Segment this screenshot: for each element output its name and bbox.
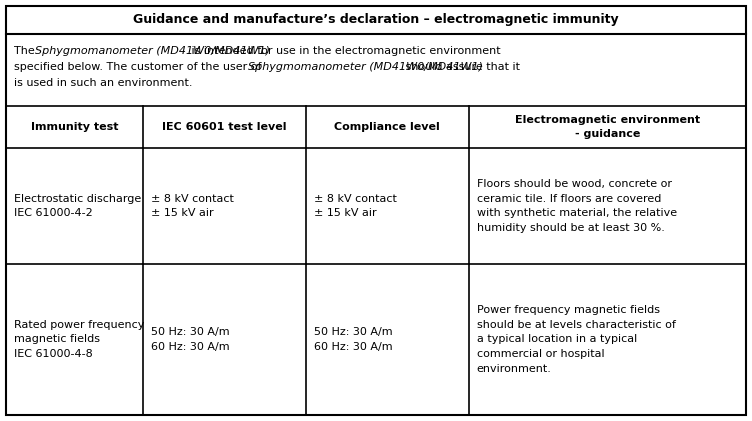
Text: 50 Hz: 30 A/m
60 Hz: 30 A/m: 50 Hz: 30 A/m 60 Hz: 30 A/m: [314, 327, 393, 352]
Text: Sphygmomanometer (MD41W0/MD41W1): Sphygmomanometer (MD41W0/MD41W1): [248, 62, 483, 72]
Text: IEC 60601 test level: IEC 60601 test level: [162, 122, 287, 132]
Text: Sphygmomanometer (MD41W0/MD41W1): Sphygmomanometer (MD41W0/MD41W1): [35, 46, 270, 56]
Text: Rated power frequency
magnetic fields
IEC 61000-4-8: Rated power frequency magnetic fields IE…: [14, 320, 144, 359]
Text: ± 8 kV contact
± 15 kV air: ± 8 kV contact ± 15 kV air: [151, 194, 234, 218]
Text: Floors should be wood, concrete or
ceramic tile. If floors are covered
with synt: Floors should be wood, concrete or ceram…: [477, 179, 677, 233]
Text: Electrostatic discharge
IEC 61000-4-2: Electrostatic discharge IEC 61000-4-2: [14, 194, 141, 218]
Text: ± 8 kV contact
± 15 kV air: ± 8 kV contact ± 15 kV air: [314, 194, 396, 218]
Text: is used in such an environment.: is used in such an environment.: [14, 78, 193, 88]
Text: specified below. The customer of the user of: specified below. The customer of the use…: [14, 62, 265, 72]
Text: Power frequency magnetic fields
should be at levels characteristic of
a typical : Power frequency magnetic fields should b…: [477, 305, 675, 374]
Text: Compliance level: Compliance level: [334, 122, 440, 132]
Text: should assure that it: should assure that it: [402, 62, 520, 72]
Text: The: The: [14, 46, 38, 56]
Text: 50 Hz: 30 A/m
60 Hz: 30 A/m: 50 Hz: 30 A/m 60 Hz: 30 A/m: [151, 327, 229, 352]
Text: Electromagnetic environment
- guidance: Electromagnetic environment - guidance: [514, 115, 700, 139]
Text: Guidance and manufacture’s declaration – electromagnetic immunity: Guidance and manufacture’s declaration –…: [133, 13, 619, 27]
Text: is intended for use in the electromagnetic environment: is intended for use in the electromagnet…: [189, 46, 501, 56]
Text: Immunity test: Immunity test: [31, 122, 118, 132]
